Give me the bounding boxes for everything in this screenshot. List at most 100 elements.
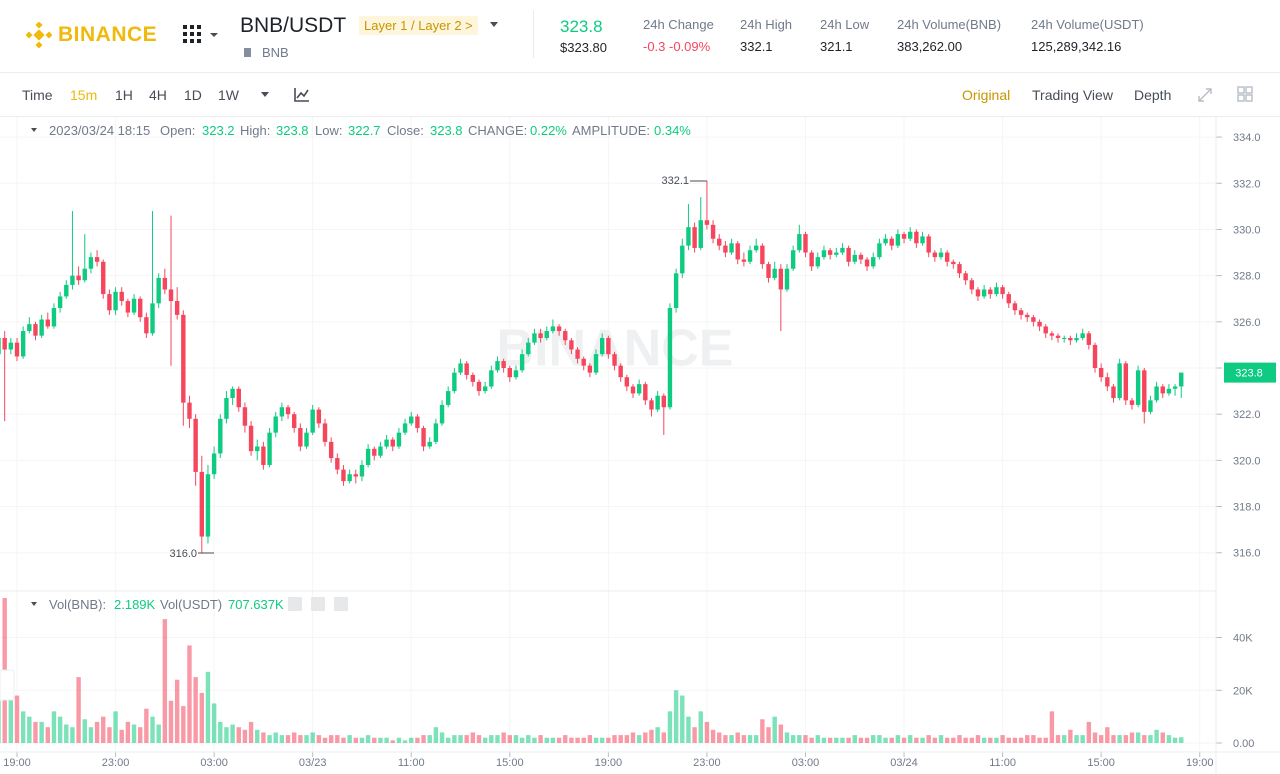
candle-body bbox=[174, 301, 180, 315]
interval-dropdown[interactable] bbox=[260, 90, 272, 100]
volume-bar bbox=[994, 737, 999, 743]
volume-bar bbox=[119, 729, 124, 743]
volume-bar bbox=[704, 721, 710, 743]
volume-bar bbox=[144, 708, 149, 743]
volume-bar bbox=[655, 727, 660, 743]
candle-body bbox=[852, 254, 857, 262]
logo[interactable]: BINANCE bbox=[26, 22, 157, 48]
candle-body bbox=[1098, 368, 1104, 378]
volume-bar bbox=[279, 735, 285, 743]
pair-dropdown[interactable] bbox=[489, 20, 501, 30]
info-label: High: bbox=[240, 123, 270, 138]
volume-bar bbox=[8, 679, 14, 743]
view-button[interactable]: Depth bbox=[1134, 87, 1172, 103]
layout-buttons[interactable] bbox=[1196, 86, 1256, 104]
candle-body bbox=[1117, 363, 1122, 399]
volume-bar bbox=[168, 700, 174, 743]
volume-bar bbox=[834, 737, 839, 743]
candle-body bbox=[94, 257, 100, 262]
last-price-usd: $323.80 bbox=[560, 40, 607, 55]
volume-bar bbox=[273, 732, 278, 743]
candle-body bbox=[2, 337, 7, 350]
candle-body bbox=[784, 268, 790, 290]
info-label: Low: bbox=[315, 123, 342, 138]
last-price: 323.8 bbox=[560, 17, 603, 36]
volume-bar bbox=[846, 737, 851, 743]
volume-bar bbox=[747, 735, 753, 743]
x-tick-label: 03:00 bbox=[200, 757, 228, 769]
stat-label: 24h Low bbox=[820, 17, 870, 32]
apps-menu[interactable] bbox=[183, 25, 223, 45]
candle-body bbox=[772, 268, 777, 278]
y-tick-label: 0.00 bbox=[1233, 738, 1254, 750]
candle-body bbox=[914, 231, 919, 244]
candle-body bbox=[717, 238, 722, 246]
candle-body bbox=[144, 317, 149, 334]
volume-bar bbox=[125, 721, 131, 743]
view-button[interactable]: Trading View bbox=[1032, 87, 1113, 103]
volume-bar bbox=[156, 724, 161, 743]
candle-body bbox=[76, 275, 81, 281]
volume-bar bbox=[138, 727, 143, 743]
candle-body bbox=[1012, 303, 1018, 311]
info-value: 0.22% bbox=[530, 123, 567, 138]
candle-body bbox=[790, 250, 796, 269]
candle-body bbox=[335, 458, 340, 470]
candle-body bbox=[156, 277, 161, 304]
candle-body bbox=[507, 368, 512, 378]
candle-body bbox=[877, 243, 882, 258]
indicator-button[interactable] bbox=[293, 86, 311, 104]
candle-body bbox=[630, 386, 636, 394]
info-value: 323.2 bbox=[202, 123, 235, 138]
view-button[interactable]: Original bbox=[962, 87, 1011, 103]
volume-bar bbox=[1000, 735, 1005, 743]
interval-button[interactable]: 1D bbox=[184, 87, 202, 103]
volume-bar bbox=[1135, 732, 1141, 743]
interval-button[interactable]: 1H bbox=[115, 87, 133, 103]
pane-button[interactable] bbox=[334, 597, 348, 611]
candle-body bbox=[476, 381, 482, 392]
pair-tag[interactable]: Layer 1 / Layer 2 > bbox=[359, 16, 478, 35]
candle-body bbox=[593, 354, 599, 373]
volume-legend-label: Vol(USDT) bbox=[160, 597, 222, 612]
volume-bar bbox=[772, 716, 777, 743]
candle-body bbox=[661, 395, 666, 408]
candle-body bbox=[846, 247, 851, 262]
candle-body bbox=[439, 404, 445, 424]
interval-button[interactable]: 1W bbox=[218, 87, 239, 103]
y-tick-label: 20K bbox=[1233, 685, 1253, 697]
volume-legend-value: 707.637K bbox=[228, 597, 284, 612]
interval-button[interactable]: 15m bbox=[70, 87, 98, 103]
candle-body bbox=[107, 294, 112, 311]
candle-body bbox=[963, 273, 968, 281]
side-toggle[interactable] bbox=[0, 669, 15, 701]
candle-body bbox=[88, 257, 94, 269]
logo-icon bbox=[26, 22, 52, 48]
candle-body bbox=[482, 386, 488, 392]
stat-label: 24h High bbox=[740, 17, 793, 32]
x-tick-label: 03/23 bbox=[299, 757, 327, 769]
interval-button[interactable]: 4H bbox=[149, 87, 167, 103]
candle-body bbox=[1148, 400, 1153, 412]
candle-body bbox=[920, 236, 925, 244]
candle-body bbox=[649, 400, 654, 410]
stat-value: -0.3 -0.09% bbox=[643, 39, 711, 54]
volume-bar bbox=[1068, 729, 1073, 743]
y-tick-label: 322.0 bbox=[1233, 409, 1261, 421]
candle-body bbox=[692, 227, 697, 248]
volume-legend-label: Vol(BNB): bbox=[49, 597, 106, 612]
pane-button[interactable] bbox=[288, 597, 302, 611]
y-tick-label: 316.0 bbox=[1233, 548, 1261, 560]
collapse-icon[interactable] bbox=[31, 602, 37, 606]
candle-body bbox=[747, 250, 753, 262]
volume-bar bbox=[476, 735, 482, 743]
pane-button[interactable] bbox=[311, 597, 325, 611]
volume-bar bbox=[187, 645, 192, 743]
volume-bar bbox=[1062, 735, 1067, 743]
candle-body bbox=[575, 349, 580, 359]
volume-bar bbox=[482, 737, 488, 743]
collapse-icon[interactable] bbox=[31, 128, 37, 132]
candle-body bbox=[883, 238, 888, 244]
candle-body bbox=[624, 377, 630, 387]
